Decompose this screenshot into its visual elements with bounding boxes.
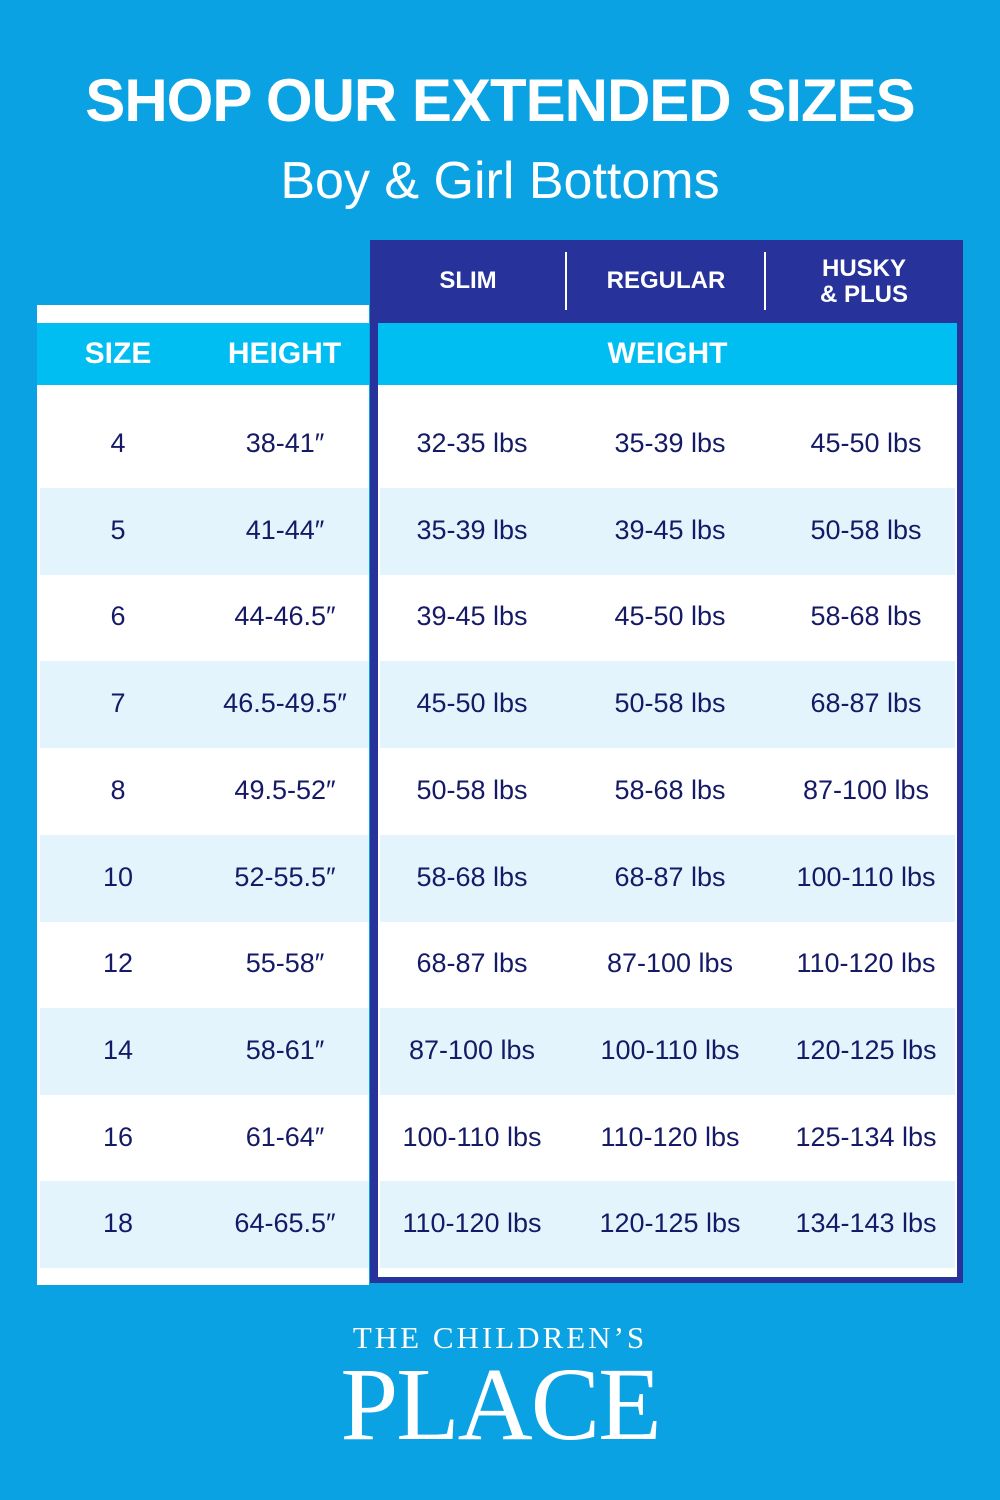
cell-husky: 50-58 lbs: [810, 514, 922, 545]
cell-size: 16: [102, 1121, 134, 1152]
cell-slim: 39-45 lbs: [416, 601, 528, 632]
weight-header-band: [378, 323, 957, 385]
cell-husky: 125-134 lbs: [795, 1121, 937, 1152]
cell-height: 44-46.5″: [234, 601, 336, 632]
divider: [764, 252, 766, 310]
cell-regular: 68-87 lbs: [614, 861, 726, 892]
cell-height: 64-65.5″: [234, 1208, 336, 1239]
cell-size: 6: [110, 601, 126, 632]
weight-panel-body: [378, 323, 957, 1277]
cell-regular: 45-50 lbs: [614, 601, 726, 632]
cell-size: 7: [110, 688, 126, 719]
cell-slim: 32-35 lbs: [416, 428, 528, 458]
cell-slim: 110-120 lbs: [402, 1208, 542, 1239]
cell-slim: 87-100 lbs: [408, 1034, 536, 1065]
cell-husky: 68-87 lbs: [810, 688, 922, 719]
size-height-panel: [37, 305, 369, 1285]
cell-height: 52-55.5″: [234, 861, 336, 892]
cell-height: 49.5-52″: [234, 774, 336, 805]
cell-husky: 87-100 lbs: [802, 774, 930, 805]
cell-regular: 58-68 lbs: [614, 774, 726, 805]
height-column-header: HEIGHT: [227, 337, 342, 370]
cell-husky: 45-50 lbs: [810, 428, 922, 458]
brand-logo-line1: THE CHILDREN’S: [352, 1320, 648, 1355]
cell-husky: 100-110 lbs: [796, 861, 936, 892]
cell-slim: 45-50 lbs: [416, 688, 528, 719]
weight-column-header: WEIGHT: [607, 337, 728, 370]
cell-height: 41-44″: [245, 514, 325, 545]
cell-regular: 110-120 lbs: [600, 1121, 740, 1152]
cell-regular: 50-58 lbs: [614, 688, 726, 719]
cell-regular: 35-39 lbs: [614, 428, 726, 458]
row-stripe: [40, 834, 369, 922]
cell-regular: 100-110 lbs: [600, 1034, 740, 1065]
fit-header-husky-plus: HUSKY & PLUS: [819, 255, 908, 308]
cell-slim: 50-58 lbs: [416, 774, 528, 805]
cell-size: 5: [110, 514, 126, 545]
cell-husky: 110-120 lbs: [796, 948, 936, 979]
cell-slim: 35-39 lbs: [416, 514, 528, 545]
cell-height: 38-41″: [245, 428, 325, 458]
cell-height: 58-61″: [245, 1034, 325, 1065]
row-stripe: [40, 1181, 369, 1269]
brand-logo-line2: PLACE: [340, 1347, 661, 1462]
fit-header-regular: REGULAR: [606, 267, 726, 294]
row-stripe: [380, 1007, 955, 1095]
row-stripe: [380, 834, 955, 922]
fit-header-slim: SLIM: [439, 267, 497, 294]
page-title: SHOP OUR EXTENDED SIZES: [85, 67, 915, 134]
cell-husky: 134-143 lbs: [795, 1208, 937, 1239]
row-stripe: [380, 487, 955, 575]
cell-size: 18: [102, 1208, 134, 1239]
row-stripe: [40, 487, 369, 575]
cell-height: 61-64″: [245, 1121, 325, 1152]
cell-slim: 100-110 lbs: [402, 1121, 542, 1152]
left-header-band: [37, 323, 369, 385]
size-column-header: SIZE: [84, 337, 152, 370]
cell-size: 14: [102, 1034, 134, 1065]
cell-height: 46.5-49.5″: [223, 688, 347, 719]
cell-size: 10: [102, 861, 134, 892]
cell-husky: 120-125 lbs: [795, 1034, 937, 1065]
row-stripe: [40, 661, 369, 749]
cell-size: 4: [110, 428, 126, 458]
divider: [565, 252, 567, 310]
cell-regular: 39-45 lbs: [614, 514, 726, 545]
row-stripe: [380, 661, 955, 749]
page-subtitle: Boy & Girl Bottoms: [280, 152, 720, 210]
cell-regular: 87-100 lbs: [606, 948, 734, 979]
cell-slim: 58-68 lbs: [416, 861, 528, 892]
cell-slim: 68-87 lbs: [416, 948, 528, 979]
cell-regular: 120-125 lbs: [599, 1208, 741, 1239]
cell-husky: 58-68 lbs: [810, 601, 922, 632]
row-stripe: [380, 1181, 955, 1269]
row-stripe: [40, 1007, 369, 1095]
cell-size: 8: [110, 774, 126, 805]
cell-size: 12: [102, 948, 134, 979]
cell-height: 55-58″: [245, 948, 325, 979]
